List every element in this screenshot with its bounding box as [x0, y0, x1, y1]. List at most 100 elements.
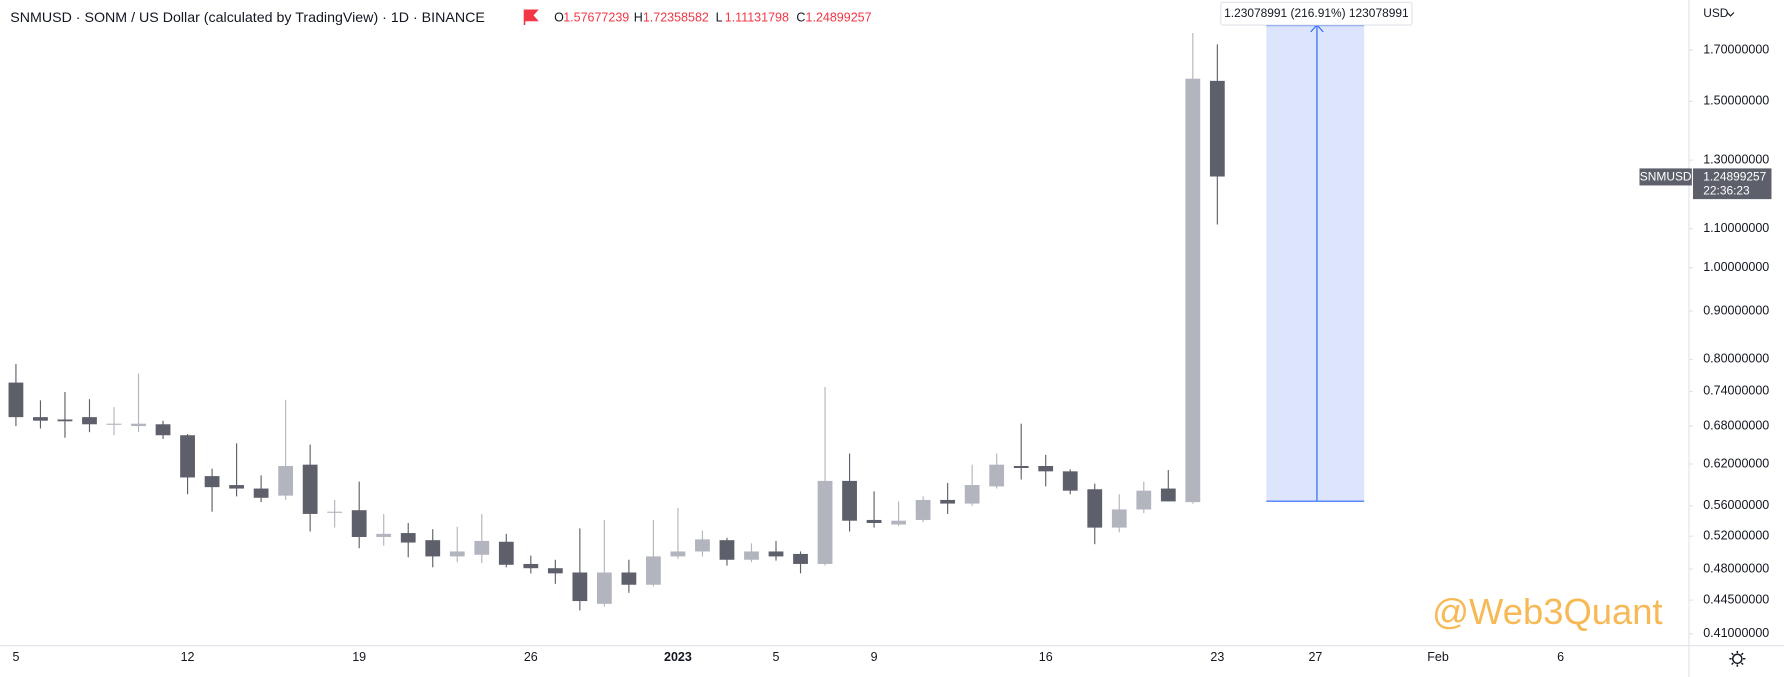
candle-body	[155, 424, 171, 436]
y-tick-label: 0.48000000	[1703, 561, 1769, 575]
candle-body	[106, 423, 122, 425]
y-tick-label: 0.56000000	[1703, 498, 1769, 512]
ohlc-value: 1.72358582	[643, 11, 709, 25]
measure-box	[1266, 25, 1365, 501]
y-tick-label: 0.74000000	[1703, 384, 1769, 398]
measure-label: 1.23078991 (216.91%) 123078991	[1224, 6, 1409, 20]
candle-body	[253, 488, 269, 498]
candle-body	[57, 419, 73, 422]
candle-body	[768, 551, 784, 557]
currency: USD	[1703, 6, 1729, 20]
candle-body	[1185, 78, 1201, 503]
x-tick-label: 9	[871, 650, 878, 664]
price-tag-box	[1692, 168, 1772, 200]
measure-label-box	[1220, 1, 1413, 26]
candle-body	[842, 480, 857, 521]
settings-spokes[interactable]	[1729, 650, 1746, 667]
settings-ring[interactable]	[1732, 653, 1743, 665]
flag-icon	[523, 9, 539, 26]
currency-chevron	[1726, 12, 1735, 17]
y-tick-label: 0.41000000	[1703, 626, 1769, 640]
measure-tool: 1.23078991 (216.91%) 123078991	[1220, 1, 1413, 502]
symbol-tag-box	[1639, 168, 1692, 186]
candle-body	[1087, 489, 1103, 528]
candle-body	[131, 423, 146, 427]
ohlc-value: 1.57677239	[563, 11, 629, 25]
ohlc-label: C	[796, 11, 805, 25]
x-tick-label: 19	[352, 650, 366, 664]
candle-body	[572, 572, 588, 602]
candle-body	[596, 572, 612, 604]
candle-body	[278, 465, 294, 496]
y-tick-label: 0.90000000	[1703, 303, 1769, 317]
candle-body	[1013, 465, 1029, 468]
y-tick-label: 1.70000000	[1703, 42, 1769, 56]
candle-body	[229, 485, 244, 489]
watermark: @Web3Quant	[1432, 591, 1662, 632]
candle-body	[180, 435, 195, 478]
candle-body	[474, 540, 490, 555]
candle-body	[498, 541, 514, 565]
candle-body	[449, 551, 465, 557]
candle-body	[891, 520, 906, 525]
candle-body	[302, 464, 318, 514]
candle-body	[793, 553, 808, 564]
candle-body	[817, 480, 833, 564]
y-tick-label: 1.10000000	[1703, 221, 1769, 235]
candle-body	[621, 572, 637, 585]
x-tick-label: 2023	[664, 650, 692, 664]
ohlc-label: L	[716, 11, 723, 25]
candle-body	[866, 519, 882, 523]
candle-body	[940, 499, 956, 504]
countdown: 22:36:23	[1703, 183, 1750, 197]
x-tick-label: 6	[1557, 650, 1564, 664]
y-tick-label: 0.80000000	[1703, 352, 1769, 366]
candle-body	[1038, 465, 1054, 472]
candle-body	[744, 551, 759, 560]
x-tick-label: 5	[773, 650, 780, 664]
candle-body	[695, 539, 710, 552]
x-tick-label: 23	[1210, 650, 1224, 664]
candle-body	[523, 563, 539, 569]
candle-body	[1111, 509, 1127, 528]
candle-body	[327, 511, 343, 513]
candle-body	[351, 510, 367, 537]
settings-icon[interactable]	[1729, 650, 1746, 667]
y-tick-label: 1.30000000	[1703, 152, 1769, 166]
x-tick-label: 5	[12, 650, 19, 664]
y-tick-label: 0.62000000	[1703, 456, 1769, 470]
ohlc-value: 1.11131798	[725, 11, 789, 25]
x-tick-label: 12	[181, 650, 195, 664]
x-tick-label: 16	[1039, 650, 1053, 664]
candle-body	[915, 499, 931, 520]
candle-body	[8, 382, 24, 418]
candle-body	[400, 533, 416, 543]
x-tick-label: 27	[1308, 650, 1322, 664]
candle-body	[719, 540, 735, 560]
ohlc-label: O	[554, 11, 564, 25]
candle-body	[1209, 80, 1225, 177]
candle-body	[1136, 490, 1152, 510]
y-tick-label: 0.44500000	[1703, 592, 1769, 606]
candle-body	[547, 568, 563, 574]
candle-body	[646, 556, 661, 585]
candle-body	[82, 417, 97, 425]
candles	[8, 32, 1225, 611]
y-tick-label: 0.68000000	[1703, 418, 1769, 432]
x-tick-label: Feb	[1427, 650, 1449, 664]
candle-body	[1160, 488, 1176, 502]
ohlc-value: 1.24899257	[806, 11, 872, 25]
candle-body	[425, 540, 441, 557]
y-tick-label: 1.00000000	[1703, 260, 1769, 274]
candle-body	[376, 533, 392, 537]
candle-body	[964, 485, 980, 504]
last-price: 1.24899257	[1703, 170, 1766, 184]
candle-body	[1062, 471, 1078, 491]
x-tick-label: 26	[524, 650, 538, 664]
candle-body	[989, 464, 1005, 487]
candle-body	[33, 417, 48, 421]
candle-body	[204, 476, 220, 488]
y-tick-label: 1.50000000	[1703, 94, 1769, 108]
